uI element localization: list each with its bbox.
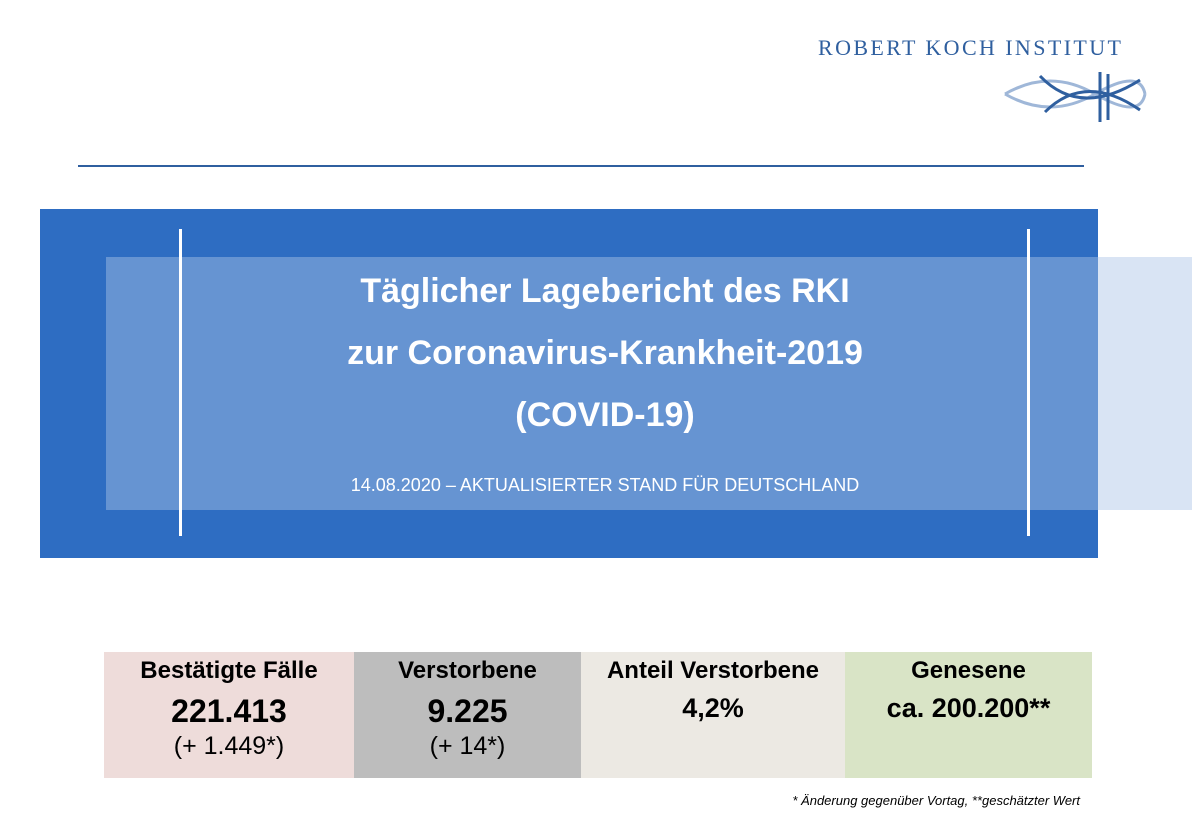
- stat-value: 4,2%: [682, 693, 744, 723]
- stats-table: Bestätigte Fälle 221.413 (+ 1.449*) Vers…: [104, 652, 1092, 778]
- banner-left-line: [179, 229, 182, 536]
- banner-overlay-panel: [106, 257, 1192, 510]
- stat-confirmed-cases: Bestätigte Fälle 221.413 (+ 1.449*): [104, 652, 354, 778]
- stat-label: Bestätigte Fälle: [140, 657, 318, 684]
- stat-recovered: Genesene ca. 200.200**: [845, 652, 1092, 778]
- stat-label: Anteil Verstorbene: [606, 657, 820, 684]
- footnote: * Änderung gegenüber Vortag, **geschätzt…: [792, 793, 1080, 808]
- stat-death-share: Anteil Verstorbene 4,2%: [581, 652, 845, 778]
- stat-change: (+ 14*): [429, 732, 506, 760]
- logo-text: ROBERT KOCH INSTITUT: [818, 35, 1124, 60]
- stat-deaths: Verstorbene 9.225 (+ 14*): [354, 652, 581, 778]
- report-banner: [40, 209, 1098, 558]
- stat-value: ca. 200.200**: [886, 693, 1051, 723]
- stat-value: 9.225: [427, 693, 508, 729]
- stat-label: Verstorbene: [398, 657, 537, 684]
- report-title-line-1: Täglicher Lagebericht des RKI: [360, 272, 850, 310]
- banner-right-line: [1027, 229, 1030, 536]
- report-title-line-3: (COVID-19): [515, 396, 695, 434]
- header-divider: [78, 165, 1084, 167]
- stat-change: (+ 1.449*): [173, 732, 285, 760]
- stat-label: Genesene: [911, 657, 1026, 684]
- report-title-line-2: zur Coronavirus-Krankheit-2019: [347, 334, 863, 372]
- report-date-subtitle: 14.08.2020 – AKTUALISIERTER STAND FÜR DE…: [350, 475, 860, 495]
- stat-value: 221.413: [171, 693, 287, 729]
- rki-logo-icon: [1004, 72, 1147, 122]
